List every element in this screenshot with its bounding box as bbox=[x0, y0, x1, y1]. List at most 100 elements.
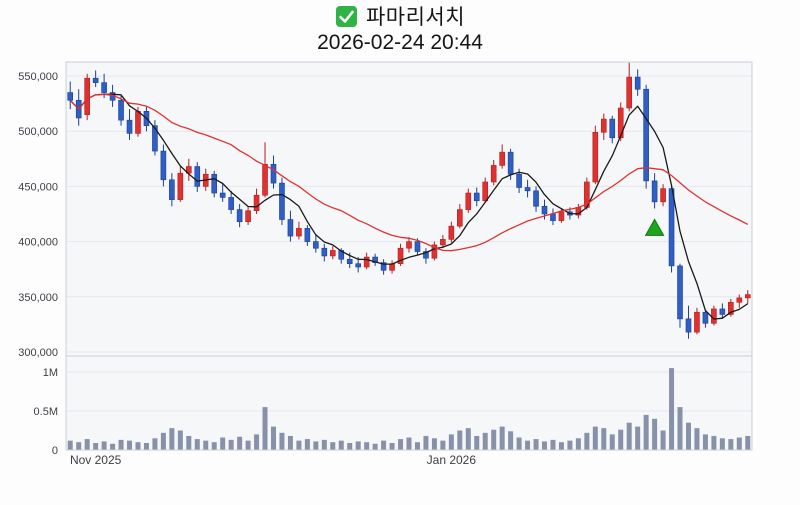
volume-bar bbox=[584, 432, 590, 450]
candle-body bbox=[550, 213, 556, 221]
candle-body bbox=[592, 132, 599, 183]
candle-body bbox=[363, 256, 370, 268]
candle-body bbox=[270, 164, 277, 184]
volume-bar bbox=[245, 440, 251, 450]
volume-bar bbox=[381, 440, 387, 450]
volume-bar bbox=[499, 426, 505, 450]
candle-body bbox=[626, 76, 632, 109]
volume-bar bbox=[211, 442, 217, 450]
candle-body bbox=[397, 247, 404, 264]
volume-bar bbox=[270, 426, 276, 450]
volume-bar bbox=[702, 434, 708, 450]
volume-bar bbox=[525, 440, 531, 450]
candle-body bbox=[194, 166, 201, 187]
volume-bar bbox=[169, 428, 175, 450]
panel-border bbox=[65, 61, 753, 451]
volume-bar bbox=[355, 441, 361, 450]
volume-bar bbox=[491, 429, 497, 450]
volume-bar bbox=[101, 441, 107, 450]
volume-bar bbox=[338, 440, 344, 450]
volume-bar bbox=[677, 407, 683, 450]
candle-body bbox=[473, 192, 480, 202]
volume-bar bbox=[414, 442, 420, 450]
candle-body bbox=[558, 211, 565, 221]
candle-body bbox=[617, 107, 624, 139]
candle-body bbox=[507, 151, 514, 175]
volume-bar bbox=[279, 432, 285, 450]
volume-bar bbox=[465, 428, 471, 450]
volume-bar bbox=[558, 442, 564, 450]
volume-bar bbox=[542, 441, 548, 450]
candle-body bbox=[287, 219, 294, 237]
candle-body bbox=[135, 111, 141, 134]
candle-body bbox=[177, 172, 184, 200]
ma-long-line bbox=[69, 93, 749, 252]
candle-body bbox=[677, 265, 683, 320]
volume-bar bbox=[728, 439, 734, 450]
volume-bar bbox=[736, 437, 742, 450]
x-axis-label: Jan 2026 bbox=[427, 453, 477, 467]
volume-axis-label: 1M bbox=[43, 367, 58, 379]
candle-body bbox=[685, 318, 692, 333]
stock-title: 파마리서치 bbox=[365, 6, 466, 29]
volume-bar bbox=[643, 414, 649, 450]
candle-body bbox=[321, 247, 328, 257]
candle-body bbox=[600, 118, 607, 133]
volume-bar bbox=[626, 422, 632, 450]
volume-bar bbox=[601, 428, 607, 450]
volume-bar bbox=[152, 438, 158, 450]
volume-bar bbox=[652, 418, 658, 450]
title-row: 파마리서치 bbox=[335, 2, 465, 30]
volume-bar bbox=[431, 438, 437, 450]
candle-body bbox=[329, 250, 336, 257]
candle-body bbox=[355, 263, 361, 268]
volume-bar bbox=[457, 430, 463, 450]
volume-bar bbox=[711, 435, 717, 450]
volume-axis-label: 0 bbox=[52, 445, 58, 457]
candle-body bbox=[84, 77, 90, 115]
candle-body bbox=[728, 302, 734, 315]
volume-bar bbox=[482, 432, 488, 450]
candle-body bbox=[516, 173, 522, 188]
candle-body bbox=[440, 239, 446, 246]
price-axis-label: 350,000 bbox=[18, 292, 58, 304]
candle-body bbox=[490, 165, 497, 183]
price-axis-label: 500,000 bbox=[18, 126, 58, 138]
volume-bar bbox=[660, 430, 666, 450]
candle-body bbox=[414, 241, 421, 252]
volume-bar bbox=[592, 426, 598, 450]
green-checkbox-icon bbox=[335, 5, 357, 27]
volume-bar bbox=[118, 439, 124, 450]
candle-body bbox=[92, 77, 99, 83]
volume-bar bbox=[389, 442, 395, 450]
volume-bar bbox=[194, 439, 200, 450]
ma-short-line bbox=[69, 93, 749, 320]
candle-body bbox=[219, 192, 226, 198]
candle-body bbox=[423, 251, 429, 259]
volume-bar bbox=[533, 439, 539, 450]
volume-bar bbox=[685, 422, 691, 450]
stock-candlestick-chart: 550,000 500,000 450,000 400,000 350,000 300,0… bbox=[18, 61, 753, 467]
candle-body bbox=[262, 164, 268, 196]
volume-bar bbox=[372, 443, 378, 450]
price-axis-label: 550,000 bbox=[18, 71, 58, 83]
volume-bar bbox=[127, 440, 133, 450]
candle-body bbox=[296, 228, 302, 237]
candle-body bbox=[431, 244, 438, 259]
candle-body bbox=[736, 297, 743, 303]
volume-bar bbox=[516, 437, 522, 450]
volume-bar bbox=[567, 440, 573, 450]
candle-body bbox=[694, 311, 700, 333]
volume-bar bbox=[347, 442, 353, 450]
volume-bar bbox=[669, 368, 675, 450]
volume-bar bbox=[406, 437, 412, 450]
candle-body bbox=[660, 188, 666, 203]
volume-bar bbox=[262, 407, 268, 450]
candle-body bbox=[719, 308, 726, 315]
volume-bar bbox=[67, 440, 73, 450]
candle-body bbox=[304, 228, 311, 242]
candle-body bbox=[101, 82, 107, 93]
volume-bar bbox=[609, 434, 615, 450]
candle-body bbox=[169, 179, 175, 200]
candle-body bbox=[643, 88, 649, 182]
